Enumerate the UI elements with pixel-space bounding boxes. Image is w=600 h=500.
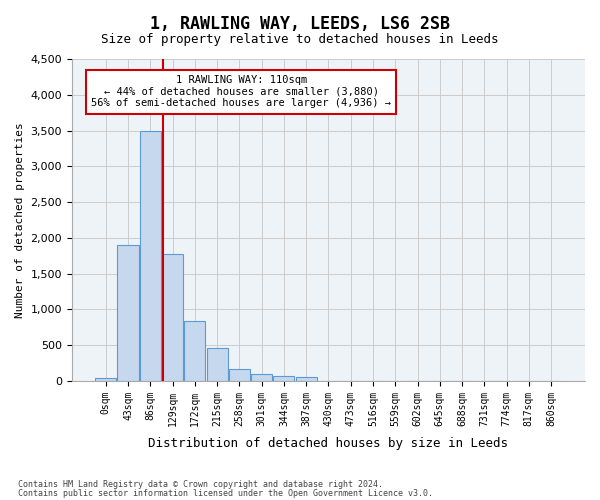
Bar	[184, 321, 205, 381]
Y-axis label: Number of detached properties: Number of detached properties	[15, 122, 25, 318]
Bar	[229, 370, 250, 381]
Text: Size of property relative to detached houses in Leeds: Size of property relative to detached ho…	[101, 32, 499, 46]
Text: 1 RAWLING WAY: 110sqm
← 44% of detached houses are smaller (3,880)
56% of semi-d: 1 RAWLING WAY: 110sqm ← 44% of detached …	[91, 75, 391, 108]
Bar	[251, 374, 272, 381]
Text: Contains HM Land Registry data © Crown copyright and database right 2024.: Contains HM Land Registry data © Crown c…	[18, 480, 383, 489]
Bar	[162, 254, 183, 381]
Text: 1, RAWLING WAY, LEEDS, LS6 2SB: 1, RAWLING WAY, LEEDS, LS6 2SB	[150, 15, 450, 33]
Bar	[274, 376, 295, 381]
Bar	[296, 378, 317, 381]
Bar	[140, 130, 161, 381]
X-axis label: Distribution of detached houses by size in Leeds: Distribution of detached houses by size …	[148, 437, 508, 450]
Text: Contains public sector information licensed under the Open Government Licence v3: Contains public sector information licen…	[18, 488, 433, 498]
Bar	[118, 245, 139, 381]
Bar	[95, 378, 116, 381]
Bar	[206, 348, 228, 381]
